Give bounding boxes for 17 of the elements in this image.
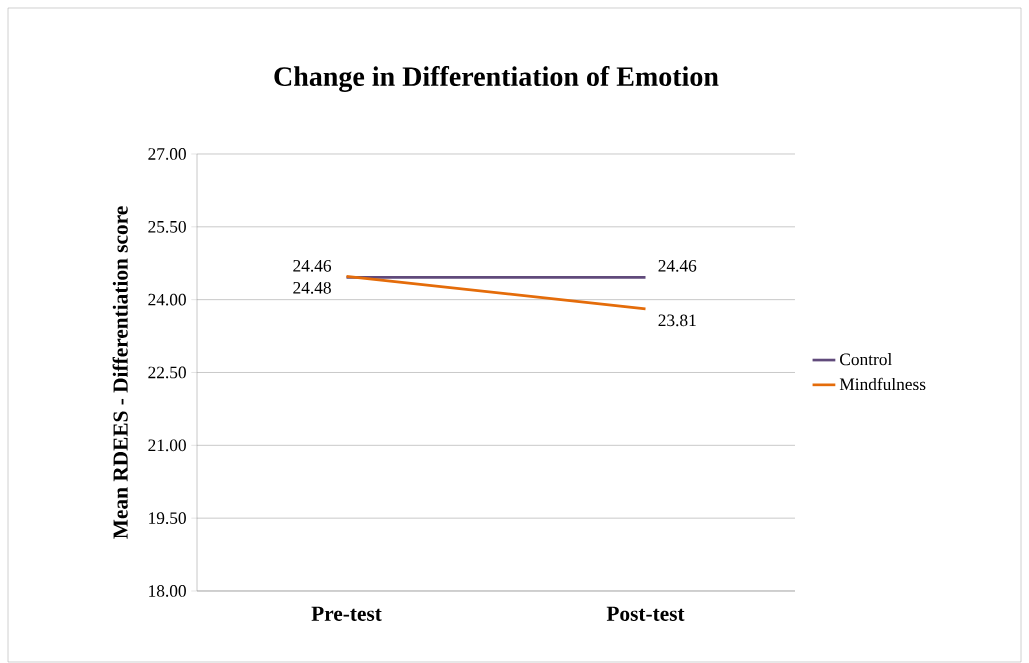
y-tick-label: 18.00: [149, 585, 186, 597]
data-label: 24.46: [293, 259, 332, 272]
y-tick-label: 19.50: [149, 512, 186, 525]
data-label: 23.81: [658, 314, 696, 327]
y-tick-label: 25.50: [148, 220, 186, 233]
x-tick-label: Pre-test: [311, 606, 382, 621]
data-label: 24.46: [658, 259, 697, 272]
y-axis-title: Mean RDEES - Differentiation score: [112, 206, 128, 539]
legend-label: Mindfulness: [839, 377, 926, 391]
y-tick-label: 24.00: [148, 293, 186, 306]
legend-label: Control: [840, 353, 892, 366]
y-tick-label: 27.00: [148, 148, 186, 160]
y-tick-label: 21.00: [148, 439, 186, 452]
data-label: 24.48: [293, 281, 331, 294]
chart-title: Change in Differentiation of Emotion: [274, 66, 719, 92]
x-tick-label: Post-test: [606, 606, 685, 621]
y-tick-label: 22.50: [148, 366, 186, 379]
